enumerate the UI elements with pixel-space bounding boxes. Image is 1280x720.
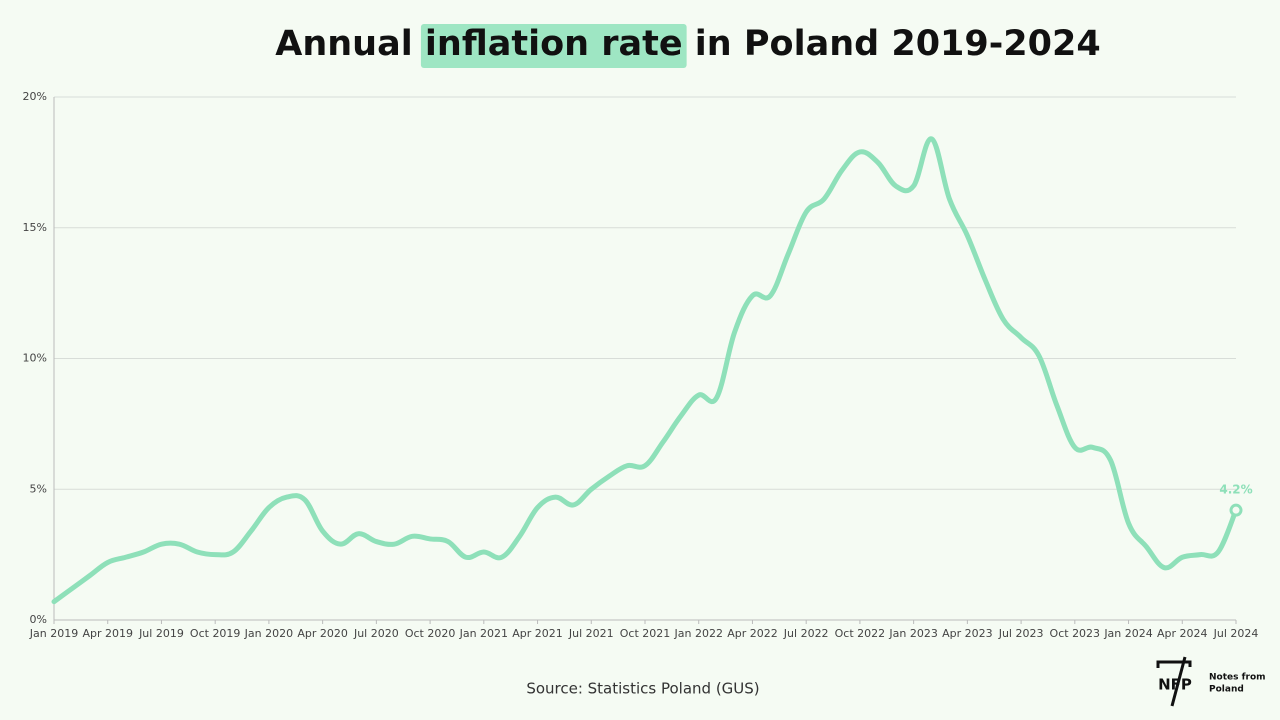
x-tick-label: Oct 2022 [835,627,886,640]
x-tick-label: Jan 2022 [674,627,723,640]
x-tick-label: Apr 2022 [727,627,778,640]
y-tick-label: 5% [30,482,47,495]
x-tick-label: Jan 2021 [459,627,508,640]
y-tick-label: 10% [23,352,47,365]
x-tick-label: Jul 2021 [568,627,614,640]
x-tick-label: Jan 2023 [888,627,937,640]
x-tick-label: Apr 2019 [82,627,133,640]
y-tick-label: 0% [30,613,47,626]
x-tick-label: Oct 2020 [405,627,456,640]
logo-mark: NFP [1158,676,1192,694]
logo-frame [1156,656,1192,707]
chart-title: Annual inflation rate in Poland 2019-202… [275,24,1100,64]
x-tick-label: Oct 2021 [620,627,671,640]
x-tick-label: Oct 2019 [190,627,241,640]
x-tick-label: Jul 2020 [353,627,399,640]
line [51,136,1239,605]
data-label: 4.2% [1219,483,1252,497]
x-tick-label: Jul 2022 [783,627,829,640]
x-tick-label: Apr 2024 [1157,627,1208,640]
y-tick-label: 15% [23,221,47,234]
x-tick-label: Jul 2023 [998,627,1044,640]
title-group: Annual inflation rate in Poland 2019-202… [275,24,1101,68]
logo: NFP Notes from Poland [1156,656,1266,707]
x-tick-label: Jan 2024 [1103,627,1152,640]
source: Source: Statistics Poland (GUS) [526,680,759,698]
x-tick-label: Oct 2023 [1050,627,1101,640]
y-tick-label: 20% [23,90,47,103]
x-tick-label: Jul 2024 [1213,627,1259,640]
title-highlight [420,24,687,68]
x-tick-label: Jan 2019 [29,627,78,640]
x-tick-label: Jan 2020 [244,627,293,640]
x-tick-label: Apr 2023 [942,627,993,640]
logo-text: Poland [1209,685,1244,695]
x-tick-label: Apr 2020 [297,627,348,640]
x-tick-label: Jul 2019 [138,627,184,640]
end-point [1229,503,1243,517]
x-tick-label: Apr 2021 [512,627,563,640]
logo-text: Notes from [1209,673,1266,683]
